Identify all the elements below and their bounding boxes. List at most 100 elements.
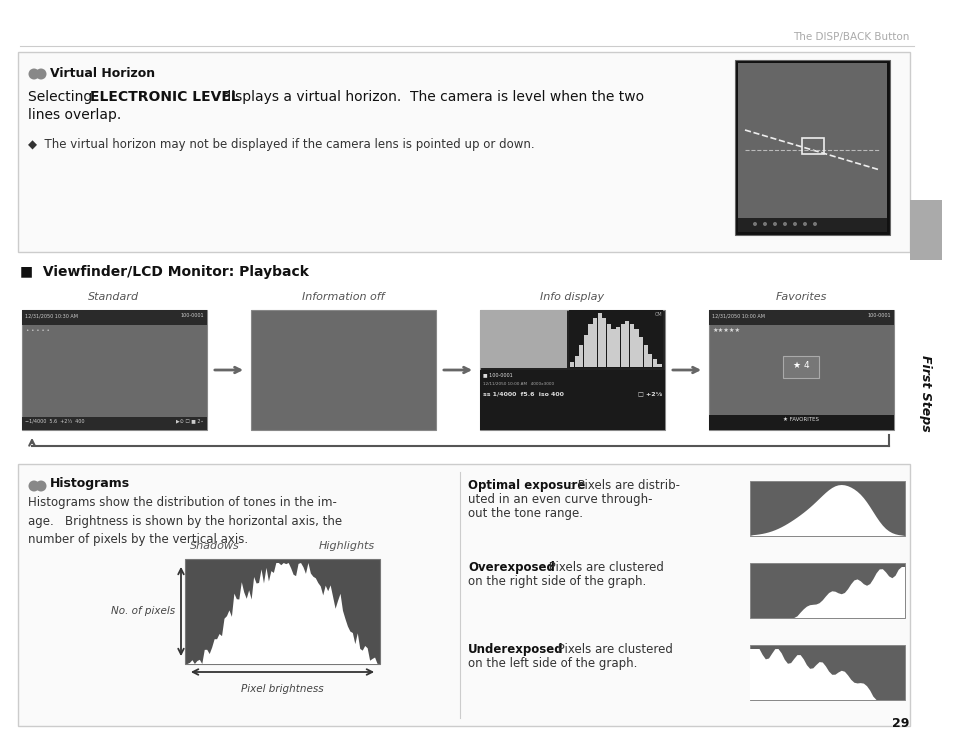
Text: 12/11/2050 10:00 AM   4000x3000: 12/11/2050 10:00 AM 4000x3000 <box>482 382 554 386</box>
Bar <box>652 359 657 367</box>
Text: displays a virtual horizon.  The camera is level when the two: displays a virtual horizon. The camera i… <box>218 90 643 104</box>
Text: 100-0001: 100-0001 <box>866 313 890 318</box>
Text: Selecting: Selecting <box>28 90 96 104</box>
Bar <box>738 63 886 220</box>
Text: Histograms: Histograms <box>50 477 130 490</box>
Text: ▶⊙ ☐ ■ 2⋆: ▶⊙ ☐ ■ 2⋆ <box>176 418 204 423</box>
Bar <box>616 326 619 367</box>
Bar <box>611 329 615 367</box>
Text: lines overlap.: lines overlap. <box>28 108 121 122</box>
Circle shape <box>35 480 47 491</box>
Text: Optimal exposure: Optimal exposure <box>468 479 585 492</box>
Circle shape <box>782 222 786 226</box>
Text: ★ 4: ★ 4 <box>792 361 808 370</box>
Text: ★ FAVORITES: ★ FAVORITES <box>782 417 818 422</box>
Bar <box>578 346 583 367</box>
Bar <box>606 324 611 367</box>
Text: −1/4000  5.6  +2⅓  400: −1/4000 5.6 +2⅓ 400 <box>25 418 85 423</box>
Bar <box>647 354 652 367</box>
Bar <box>185 559 379 664</box>
Text: 12/31/2050 10:30 AM: 12/31/2050 10:30 AM <box>25 313 78 318</box>
Bar <box>620 324 624 367</box>
Bar <box>749 563 904 618</box>
Text: ■ 100-0001: ■ 100-0001 <box>482 372 512 377</box>
Text: Highlights: Highlights <box>318 541 375 551</box>
Text: Shadows: Shadows <box>190 541 239 551</box>
Bar <box>18 464 909 726</box>
Bar <box>639 337 642 367</box>
Text: Standard: Standard <box>89 292 139 302</box>
Text: Favorites: Favorites <box>775 292 826 302</box>
Bar <box>601 319 606 367</box>
Text: Information off: Information off <box>301 292 384 302</box>
Bar <box>782 356 818 378</box>
Polygon shape <box>749 567 904 618</box>
Bar <box>574 356 578 367</box>
Text: : Pixels are clustered: : Pixels are clustered <box>540 561 663 574</box>
Text: The DISP/BACK Button: The DISP/BACK Button <box>792 32 908 42</box>
Polygon shape <box>185 563 379 664</box>
Text: □ +2⅓: □ +2⅓ <box>638 391 661 396</box>
Bar <box>734 60 889 235</box>
Text: Histograms show the distribution of tones in the im-
age.   Brightness is shown : Histograms show the distribution of tone… <box>28 496 342 546</box>
Bar <box>801 138 823 154</box>
Bar <box>708 310 893 430</box>
Circle shape <box>802 222 806 226</box>
Text: ELECTRONIC LEVEL: ELECTRONIC LEVEL <box>90 90 239 104</box>
Bar <box>657 364 661 367</box>
Text: 100-0001: 100-0001 <box>180 313 204 318</box>
Bar <box>588 324 592 367</box>
Text: uted in an even curve through-: uted in an even curve through- <box>468 493 652 506</box>
Bar <box>909 200 941 260</box>
Text: 12/31/2050 10:00 AM: 12/31/2050 10:00 AM <box>711 313 764 318</box>
Text: : Pixels are distrib-: : Pixels are distrib- <box>569 479 679 492</box>
Text: on the left side of the graph.: on the left side of the graph. <box>468 657 637 670</box>
Bar <box>634 329 638 367</box>
Text: No. of pixels: No. of pixels <box>111 606 174 616</box>
Bar <box>749 481 904 536</box>
Text: ◆  The virtual horizon may not be displayed if the camera lens is pointed up or : ◆ The virtual horizon may not be display… <box>28 138 534 151</box>
Text: First Steps: First Steps <box>919 355 931 432</box>
Circle shape <box>812 222 816 226</box>
Bar <box>22 310 207 325</box>
Text: ss 1/4000  f5.6  iso 400: ss 1/4000 f5.6 iso 400 <box>482 391 563 396</box>
Text: ★★★★★: ★★★★★ <box>712 328 740 333</box>
Bar <box>708 415 893 430</box>
Text: Info display: Info display <box>539 292 603 302</box>
Text: ■  Viewfinder/LCD Monitor: Playback: ■ Viewfinder/LCD Monitor: Playback <box>20 265 309 279</box>
Circle shape <box>35 69 47 79</box>
Polygon shape <box>749 485 904 536</box>
Bar <box>251 310 436 430</box>
Bar <box>749 645 904 700</box>
Text: : Pixels are clustered: : Pixels are clustered <box>550 643 672 656</box>
Text: • • • • •: • • • • • <box>26 328 50 333</box>
Bar <box>629 324 634 367</box>
Circle shape <box>762 222 766 226</box>
Circle shape <box>29 69 39 79</box>
Bar <box>708 310 893 325</box>
Text: Underexposed: Underexposed <box>468 643 563 656</box>
Text: 29: 29 <box>891 717 908 730</box>
Bar <box>18 52 909 252</box>
Bar <box>597 313 601 367</box>
Text: Virtual Horizon: Virtual Horizon <box>50 67 155 80</box>
Circle shape <box>792 222 796 226</box>
Bar <box>479 310 664 430</box>
Bar <box>479 310 566 368</box>
Text: Overexposed: Overexposed <box>468 561 555 574</box>
Bar <box>624 321 629 367</box>
Bar <box>643 346 647 367</box>
Circle shape <box>772 222 776 226</box>
Polygon shape <box>749 649 904 700</box>
Bar <box>593 319 597 367</box>
Bar <box>22 310 207 430</box>
Bar <box>22 417 207 430</box>
Bar <box>568 310 662 368</box>
Text: out the tone range.: out the tone range. <box>468 507 582 520</box>
Bar <box>569 361 574 367</box>
Bar <box>738 218 886 232</box>
Circle shape <box>29 480 39 491</box>
Text: CM: CM <box>654 312 661 317</box>
Circle shape <box>752 222 757 226</box>
Text: Pixel brightness: Pixel brightness <box>240 684 323 694</box>
